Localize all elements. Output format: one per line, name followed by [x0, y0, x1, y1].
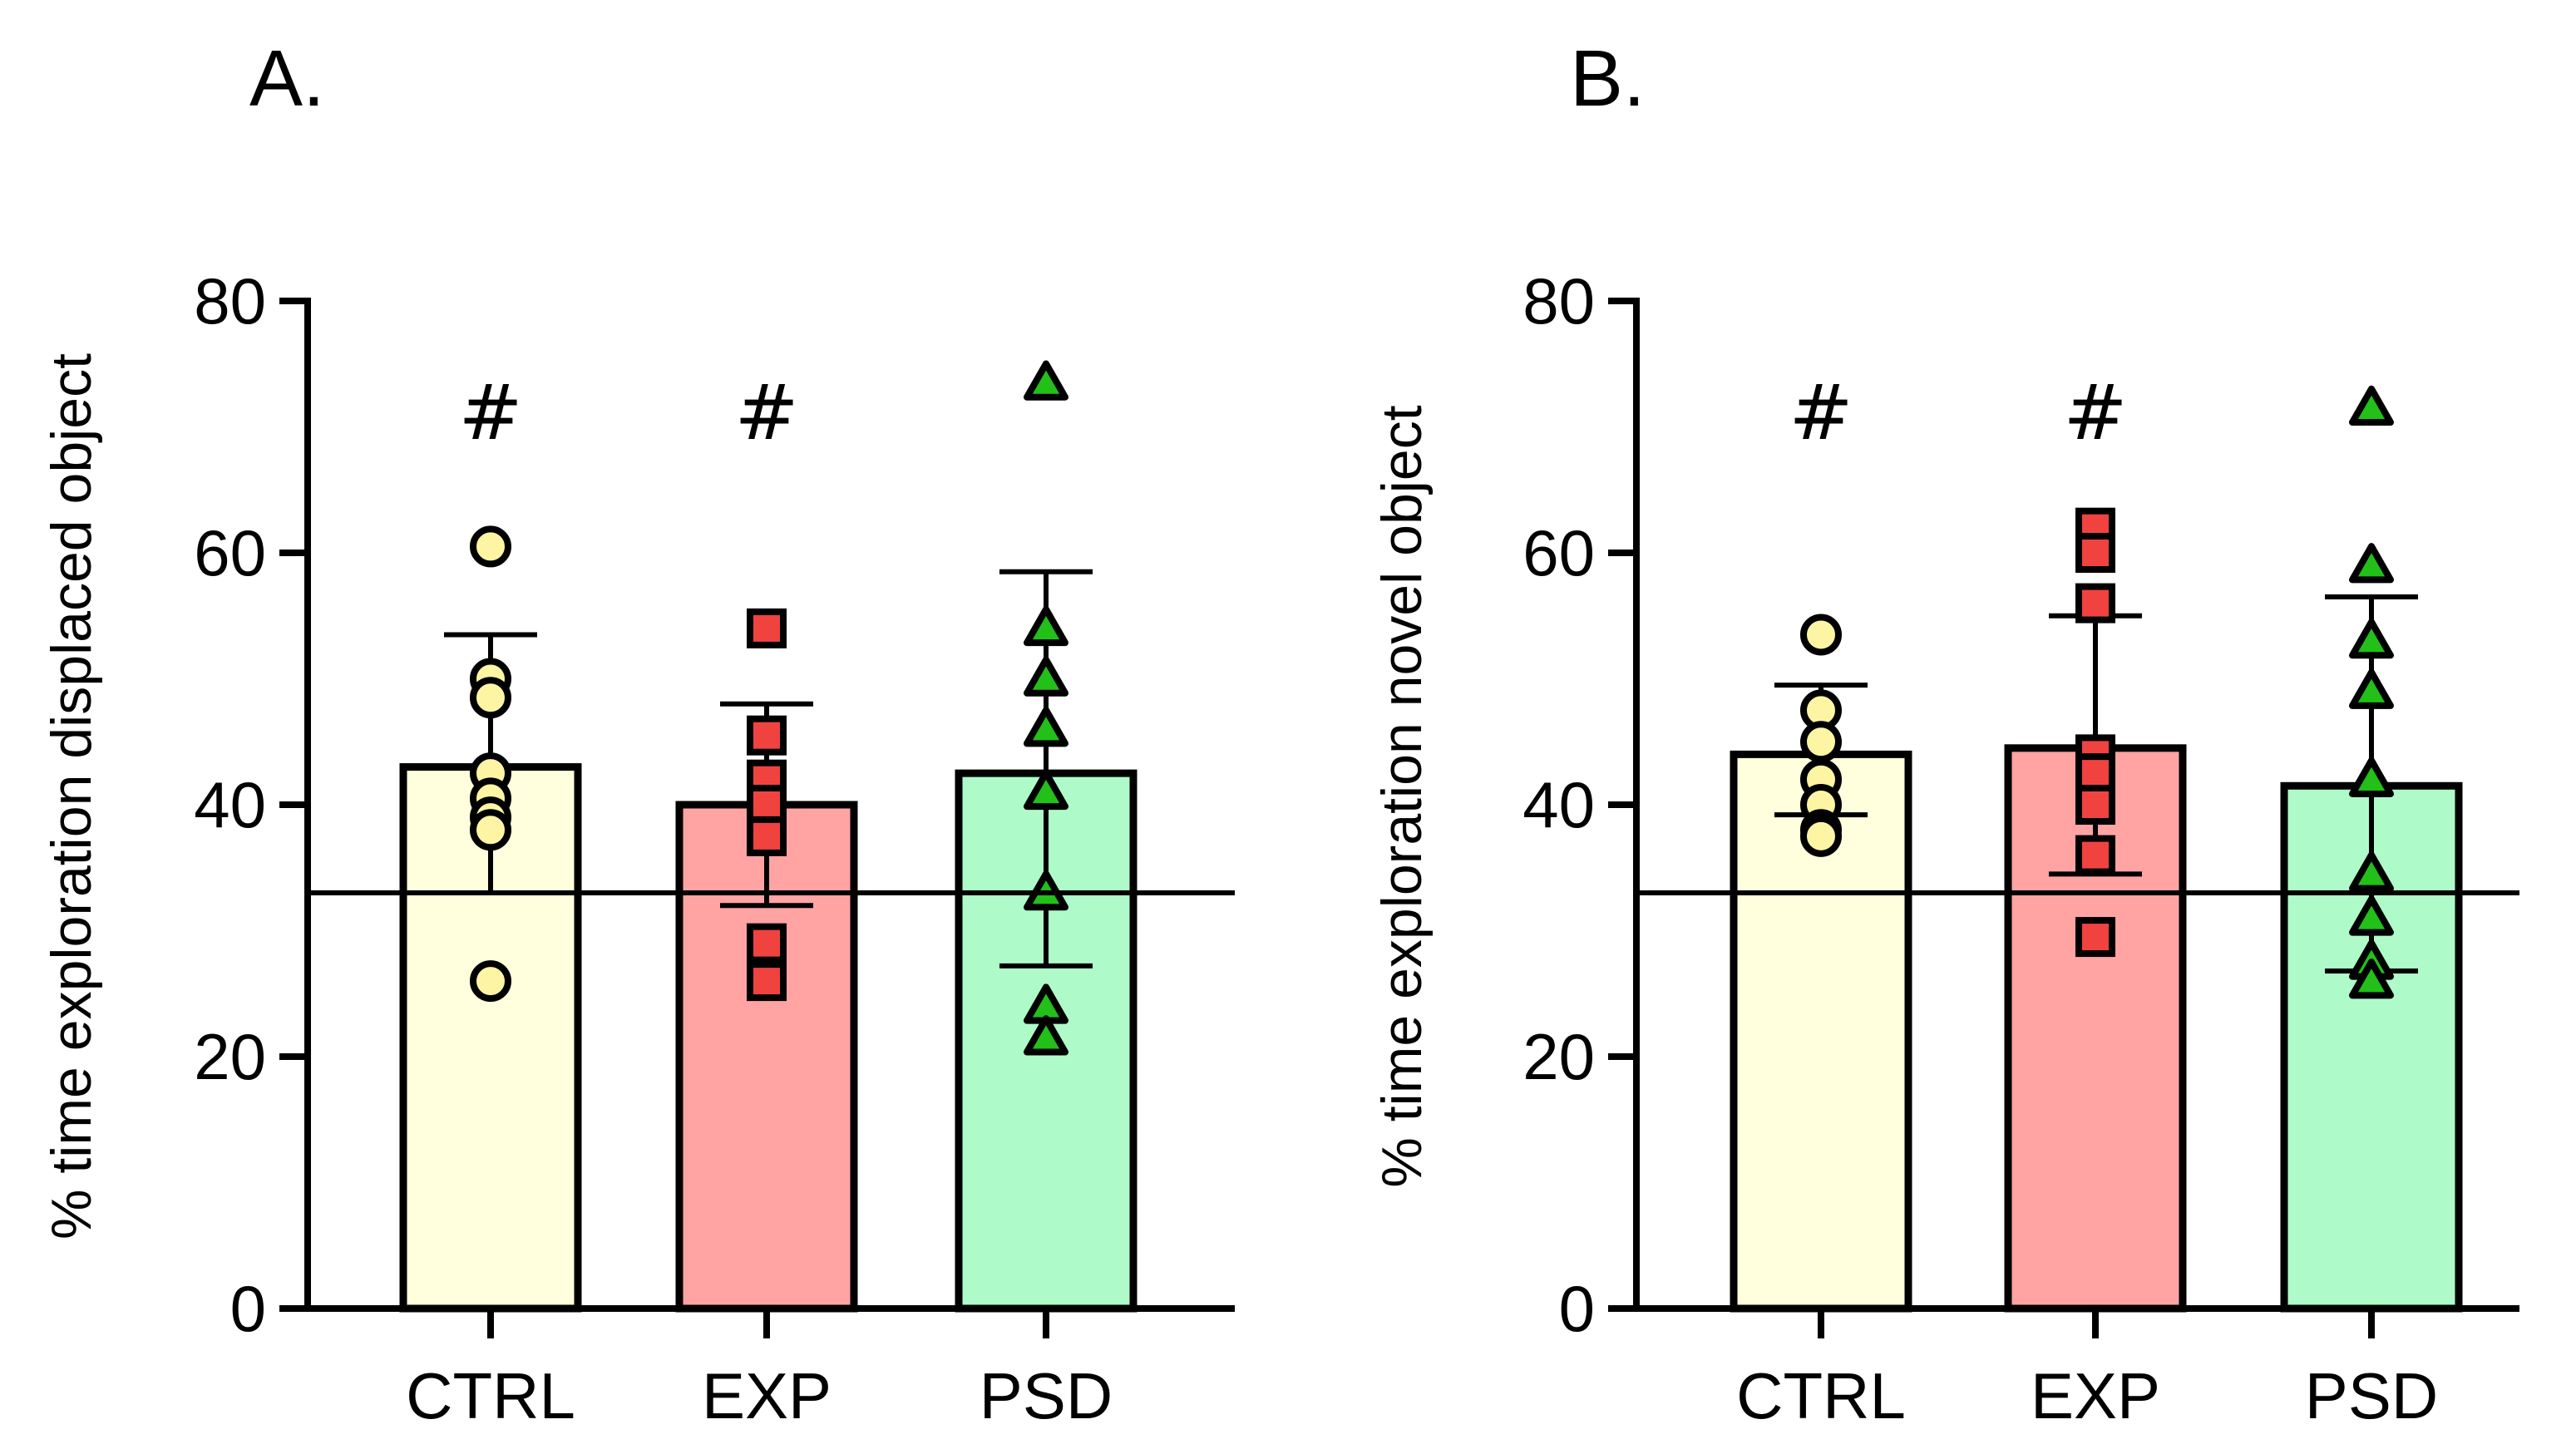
- data-point-square: [2075, 533, 2115, 573]
- data-point-circle: [470, 677, 511, 719]
- y-tick-label: 0: [230, 1272, 266, 1345]
- data-point-triangle: [2349, 895, 2394, 936]
- data-point-triangle: [2349, 543, 2394, 584]
- panel-label-b: B.: [1570, 34, 1646, 123]
- data-point-square: [2075, 785, 2115, 825]
- x-tick-label-exp: EXP: [702, 1359, 832, 1432]
- data-point-triangle: [1024, 707, 1068, 747]
- data-point-square: [2075, 583, 2115, 623]
- data-point-square: [747, 785, 787, 825]
- y-axis-label: % time exploration novel object: [1370, 405, 1434, 1187]
- y-tick-label: 20: [1522, 1020, 1595, 1093]
- y-axis-label: % time exploration displaced object: [40, 353, 103, 1240]
- y-tick-label: 60: [194, 516, 266, 589]
- data-point-triangle: [1024, 1015, 1068, 1056]
- significance-marker-exp: #: [734, 368, 798, 457]
- y-tick-label: 80: [194, 264, 266, 338]
- data-point-triangle: [2349, 959, 2394, 999]
- data-point-circle: [1800, 815, 1842, 857]
- y-tick-label: 80: [1522, 264, 1595, 338]
- x-tick-label-ctrl: CTRL: [406, 1359, 575, 1432]
- data-point-triangle: [1024, 656, 1068, 697]
- y-tick-label: 40: [194, 768, 266, 841]
- data-point-circle: [470, 809, 511, 851]
- data-point-square: [747, 961, 787, 1002]
- y-tick-label: 60: [1522, 516, 1595, 589]
- data-point-square: [747, 923, 787, 964]
- significance-marker-exp: #: [2063, 368, 2127, 457]
- x-tick-label-exp: EXP: [2031, 1359, 2160, 1432]
- data-point-triangle: [2349, 757, 2394, 797]
- data-point-triangle: [1024, 360, 1068, 401]
- significance-marker-ctrl: #: [1789, 368, 1853, 457]
- data-point-square: [747, 816, 787, 856]
- y-tick-label: 0: [1559, 1272, 1595, 1345]
- data-point-circle: [470, 960, 511, 1003]
- data-point-square: [2075, 917, 2115, 958]
- data-point-triangle: [2349, 385, 2394, 426]
- data-point-circle: [1800, 721, 1842, 763]
- x-tick-label-psd: PSD: [980, 1359, 1113, 1432]
- panel-label-a: A.: [249, 34, 325, 123]
- data-point-triangle: [2349, 619, 2394, 659]
- data-point-triangle: [2349, 668, 2394, 709]
- chart-panel-b: # #0 20 40 60 80 CTRL EXP PSD % time exploration …: [1370, 264, 2519, 1432]
- data-point-circle: [1800, 614, 1842, 656]
- data-point-triangle: [1024, 605, 1068, 647]
- y-tick-label: 20: [194, 1020, 266, 1093]
- chart-panel-a: # #0 20 40 60 80 CTRL EXP PSD % time exploration …: [40, 264, 1235, 1432]
- data-point-triangle: [2349, 851, 2394, 892]
- x-tick-label-ctrl: CTRL: [1736, 1359, 1906, 1432]
- data-point-square: [747, 608, 787, 648]
- y-tick-label: 40: [1522, 768, 1595, 841]
- data-point-circle: [470, 525, 511, 568]
- x-tick-label-psd: PSD: [2305, 1359, 2438, 1432]
- data-point-triangle: [1024, 769, 1068, 811]
- data-point-square: [747, 715, 787, 756]
- significance-marker-ctrl: #: [458, 368, 522, 457]
- data-point-square: [2075, 835, 2115, 875]
